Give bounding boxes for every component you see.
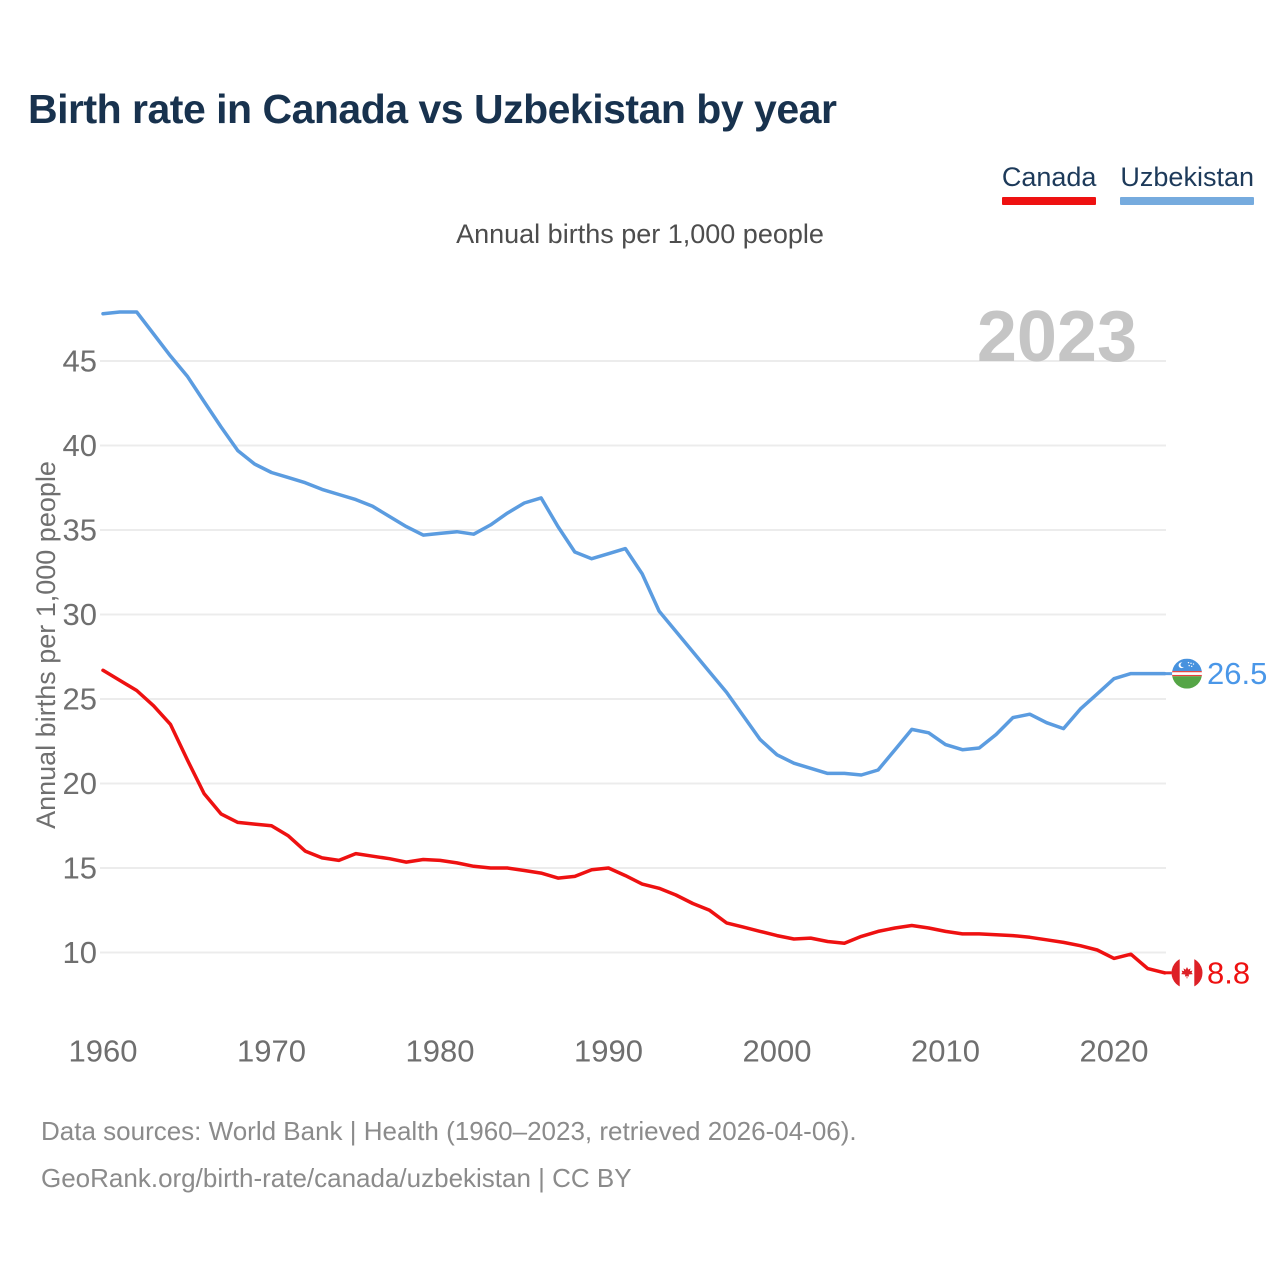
legend-item-canada: Canada bbox=[1001, 162, 1097, 205]
canada-end-value: 8.8 bbox=[1207, 955, 1250, 990]
y-tick-label: 10 bbox=[63, 935, 97, 970]
legend-label-uzbekistan: Uzbekistan bbox=[1120, 162, 1254, 192]
x-tick-label: 1960 bbox=[69, 1034, 138, 1069]
footer-sources: Data sources: World Bank | Health (1960–… bbox=[41, 1116, 857, 1146]
x-tick-label: 1970 bbox=[237, 1034, 306, 1069]
canada-flag-icon bbox=[1171, 957, 1203, 989]
x-tick-label: 2010 bbox=[911, 1034, 980, 1069]
y-tick-label: 35 bbox=[63, 513, 97, 548]
canada-line bbox=[101, 668, 1167, 975]
y-tick-label: 30 bbox=[63, 597, 97, 632]
legend-color-bar-uzbekistan bbox=[1120, 197, 1254, 205]
legend-color-bar-canada bbox=[1001, 197, 1097, 205]
footer-attribution: GeoRank.org/birth-rate/canada/uzbekistan… bbox=[41, 1163, 632, 1193]
legend-label-canada: Canada bbox=[1001, 162, 1097, 192]
footer: Data sources: World Bank | Health (1960–… bbox=[41, 1108, 857, 1202]
y-axis-title: Annual births per 1,000 people bbox=[31, 461, 61, 829]
chart-subtitle: Annual births per 1,000 people bbox=[456, 219, 824, 249]
x-tick-label: 2020 bbox=[1080, 1034, 1149, 1069]
uzbekistan-end-value: 26.5 bbox=[1207, 656, 1267, 691]
y-tick-label: 45 bbox=[63, 344, 97, 379]
page-title: Birth rate in Canada vs Uzbekistan by ye… bbox=[28, 86, 837, 132]
legend: Canada Uzbekistan bbox=[1001, 162, 1254, 205]
y-tick-label: 40 bbox=[63, 428, 97, 463]
y-tick-label: 25 bbox=[63, 682, 97, 717]
uzbekistan-line bbox=[101, 310, 1167, 777]
year-watermark: 2023 bbox=[977, 297, 1137, 377]
x-tick-label: 1990 bbox=[574, 1034, 643, 1069]
y-tick-label: 15 bbox=[63, 851, 97, 886]
x-tick-label: 2000 bbox=[743, 1034, 812, 1069]
y-tick-label: 20 bbox=[63, 766, 97, 801]
x-tick-label: 1980 bbox=[406, 1034, 475, 1069]
uzbekistan-flag-icon bbox=[1172, 658, 1202, 689]
legend-item-uzbekistan: Uzbekistan bbox=[1120, 162, 1254, 205]
